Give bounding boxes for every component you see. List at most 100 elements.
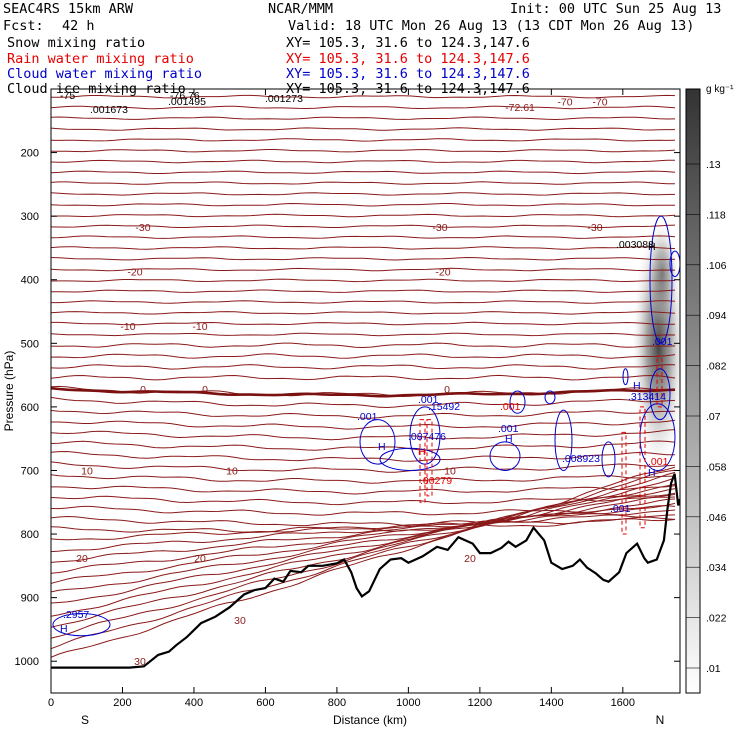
temperature-isotherm: [51, 353, 676, 359]
contour-annotation: .087476: [408, 431, 446, 443]
temperature-label: -30: [587, 222, 602, 234]
colorbar-label: .082: [706, 361, 727, 373]
contour-annotation: .313414: [628, 391, 666, 403]
temperature-label: 20: [76, 553, 88, 565]
contour-annotation: H: [648, 241, 656, 253]
colorbar-label: .106: [706, 260, 727, 272]
temperature-label: 0: [202, 384, 208, 396]
cloud-water-contour: [359, 419, 396, 465]
rain-water-contour: [656, 355, 663, 408]
temperature-isotherm: [51, 332, 676, 337]
x-tick-label: 1200: [468, 697, 492, 709]
init-time: Init: 00 UTC Sun 25 Aug 13: [510, 1, 722, 17]
contour-annotation: H: [648, 467, 656, 479]
contour-annotation: H: [505, 433, 513, 445]
temperature-label: 20: [194, 553, 206, 565]
temperature-label: -72.61: [505, 102, 535, 114]
temperature-label: 30: [134, 656, 146, 668]
contour-annotation: .2957: [63, 609, 89, 621]
temperature-isotherm: [51, 440, 676, 451]
contour-annotation: .001: [357, 411, 378, 423]
colorbar-label: .094: [706, 310, 727, 322]
contour-annotations: -72.61 -70 -70 -30 -30 -30 -20 -20 -10 -10 0 0 0 10 10…: [60, 90, 673, 668]
contour-annotation: H: [60, 623, 68, 635]
contour-annotation: .001: [648, 456, 669, 468]
temperature-isotherm: [51, 429, 676, 441]
temperature-label: 10: [226, 465, 238, 477]
temperature-isotherm: [51, 450, 675, 462]
endpoint-right: N: [656, 713, 665, 727]
y-tick-label: 300: [21, 211, 39, 223]
temperature-isotherm: [51, 410, 676, 419]
top-label: .001495: [168, 96, 206, 108]
temperature-isotherm: [51, 485, 676, 495]
contour-annotation: H: [633, 380, 641, 392]
terrain-line: [51, 473, 680, 669]
cloud-water-contour: [601, 441, 616, 478]
field-snow-name: Snow mixing ratio: [7, 35, 146, 51]
temperature-isotherm: [51, 256, 676, 261]
contour-annotation: H: [378, 441, 386, 453]
top-label: -75: [60, 90, 75, 102]
x-tick-label: 1000: [396, 697, 420, 709]
temperature-isotherm: [51, 267, 676, 272]
temperature-isotherm: [51, 213, 676, 218]
contour-annotation: .001: [500, 401, 521, 413]
temperature-isotherm: [51, 469, 676, 650]
contour-annotation: .001: [610, 503, 631, 515]
colorbar-gradient: [685, 88, 701, 694]
temperature-isotherm: [51, 483, 676, 617]
temperature-isotherm: [51, 116, 676, 121]
y-axis-label: Pressure (hPa): [2, 351, 16, 432]
model-name: SEAC4RS 15km ARW: [3, 1, 134, 17]
temperature-isotherm: [51, 246, 676, 250]
x-tick-label: 1400: [539, 697, 563, 709]
temperature-isotherm: [51, 170, 676, 175]
colorbar-label: .13: [706, 159, 721, 171]
y-tick-label: 700: [21, 465, 39, 477]
contour-annotation: .003088: [616, 239, 654, 251]
cloud-water-contour: [52, 613, 111, 637]
contour-annotation: H: [418, 446, 426, 458]
rain-water-contour: [426, 419, 433, 497]
colorbar-label: .034: [706, 562, 727, 574]
y-tick-label: 600: [21, 402, 39, 414]
x-tick-label: 800: [328, 697, 346, 709]
temperature-label: -30: [432, 222, 447, 234]
y-tick-label: 800: [21, 529, 39, 541]
x-tick-label: 1600: [611, 697, 635, 709]
temperature-isotherm: [51, 159, 675, 164]
temperature-isotherm: [51, 224, 676, 228]
temperature-label: 30: [234, 615, 246, 627]
y-tick-label: 500: [21, 338, 39, 350]
x-tick-label: 0: [48, 697, 54, 709]
temperature-isotherm: [51, 321, 676, 326]
valid-time: Valid: 18 UTC Mon 26 Aug 13 (13 CDT Mon …: [288, 18, 695, 34]
temperature-isotherm: [51, 488, 676, 604]
temperature-isotherm: [51, 505, 676, 516]
temperature-isotherm: [51, 494, 676, 506]
x-tick-label: 600: [256, 697, 274, 709]
top-label: .001673: [90, 104, 128, 116]
cloud-water-contour: [554, 409, 573, 471]
forecast-label: Fcst:: [3, 18, 44, 34]
temperature-isotherm: [51, 396, 676, 409]
contour-annotation: .15492: [428, 401, 460, 413]
endpoint-left: S: [81, 713, 89, 727]
temperature-isotherm: [51, 311, 676, 315]
x-axis-ticks: 0 200 400 600 800 1000 1200 1400 1600: [48, 89, 635, 709]
colorbar-label: .022: [706, 613, 727, 625]
rain-water-contour: [639, 406, 646, 529]
temperature-label: -30: [135, 222, 150, 234]
field-snow-xy: XY= 105.3, 31.6 to 124.3,147.6: [286, 35, 530, 51]
temperature-isotherm: [51, 94, 676, 99]
colorbar-label: .118: [706, 209, 726, 221]
x-tick-label: 200: [113, 697, 131, 709]
x-axis-label: Distance (km): [333, 713, 407, 727]
contour-annotation: .00279: [420, 475, 452, 487]
cloud-water-contour: [489, 441, 521, 471]
temperature-isotherm: [51, 466, 676, 658]
temperature-isotherm: [51, 127, 675, 131]
contour-annotation: .001: [652, 336, 673, 348]
